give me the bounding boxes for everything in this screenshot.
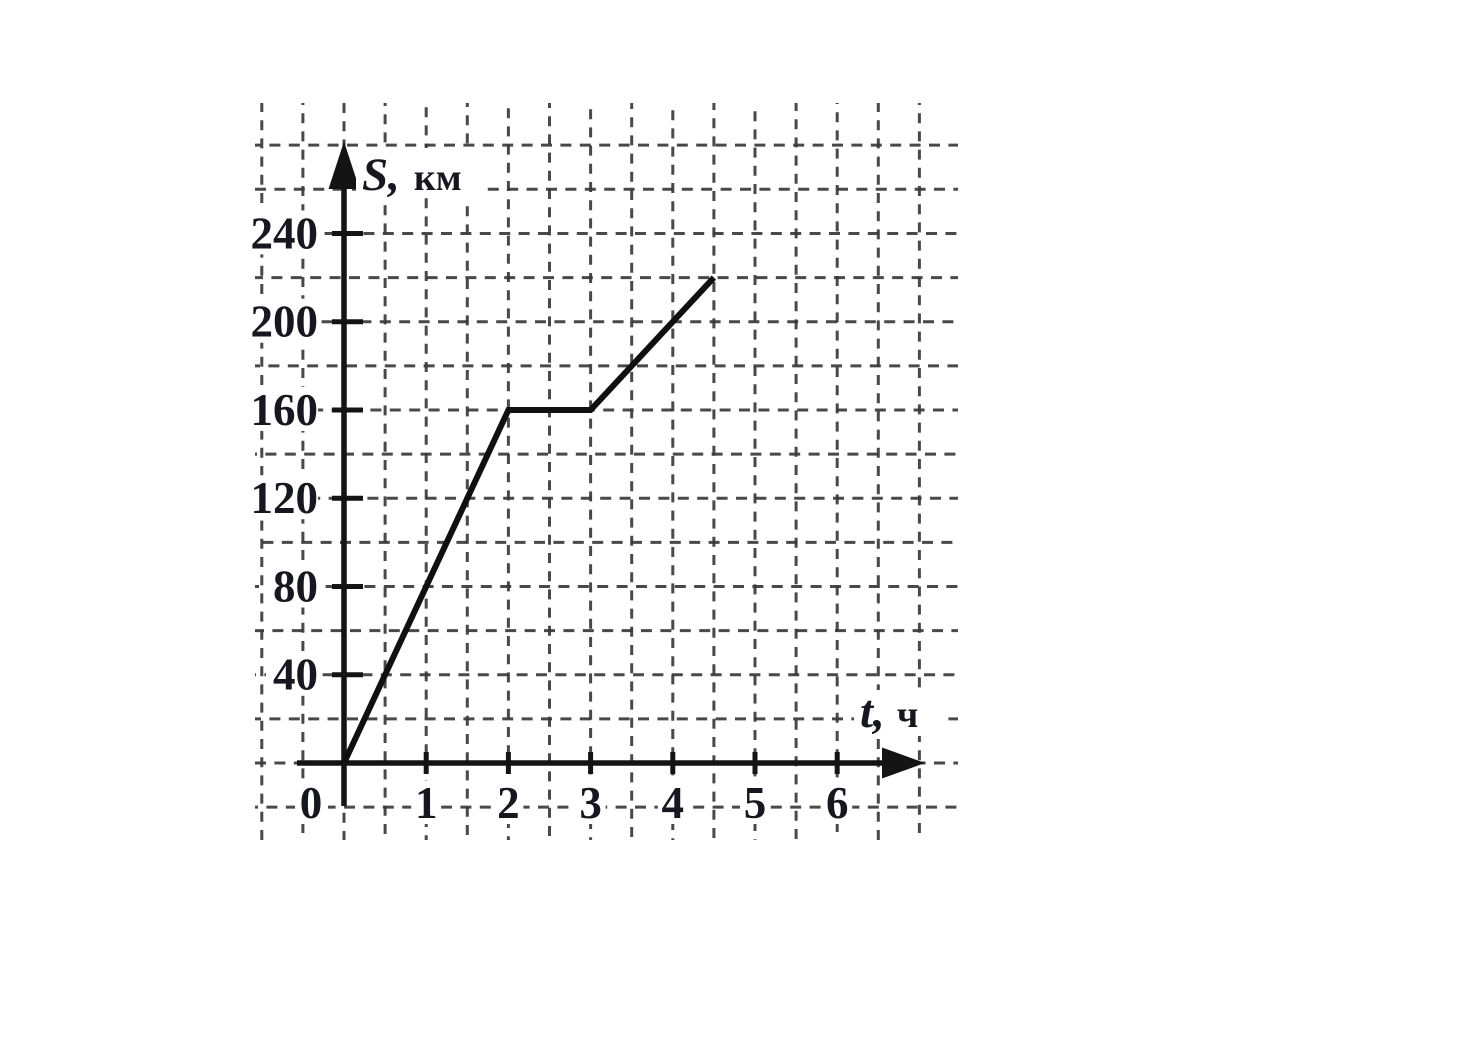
label-backing [266, 563, 318, 608]
label-backing [575, 781, 606, 824]
label-backing [295, 781, 328, 824]
label-backing [657, 781, 688, 824]
label-backing [740, 781, 770, 824]
label-backing [243, 298, 318, 343]
x-axis-arrowhead [882, 747, 925, 779]
y-axis-arrowhead [328, 141, 360, 189]
label-backing [356, 148, 486, 198]
origin-label: 0 [300, 778, 323, 828]
label-backing [493, 781, 524, 824]
label-backing [243, 475, 318, 520]
label-backing [411, 781, 442, 824]
label-backing [243, 386, 318, 431]
x-tick-label: 4 [662, 778, 685, 828]
y-tick-label: 120 [251, 473, 319, 523]
x-tick-label: 3 [579, 778, 602, 828]
y-tick-label: 80 [273, 561, 318, 611]
x-tick-label: 6 [826, 778, 849, 828]
x-tick-label: 1 [415, 778, 438, 828]
y-tick-label: 40 [273, 650, 318, 700]
y-tick-label: 160 [251, 385, 319, 435]
label-backing [822, 781, 853, 824]
label-backing [266, 651, 318, 696]
x-tick-label: 5 [744, 778, 767, 828]
label-backing [854, 690, 944, 736]
x-axis-title: t, ч [860, 686, 918, 738]
x-tick-label: 2 [497, 778, 520, 828]
y-tick-label: 240 [251, 208, 319, 258]
data-line [341, 275, 717, 765]
y-axis-title: S, км [362, 149, 462, 201]
y-tick-label: 200 [251, 297, 319, 347]
label-backing [243, 210, 318, 255]
